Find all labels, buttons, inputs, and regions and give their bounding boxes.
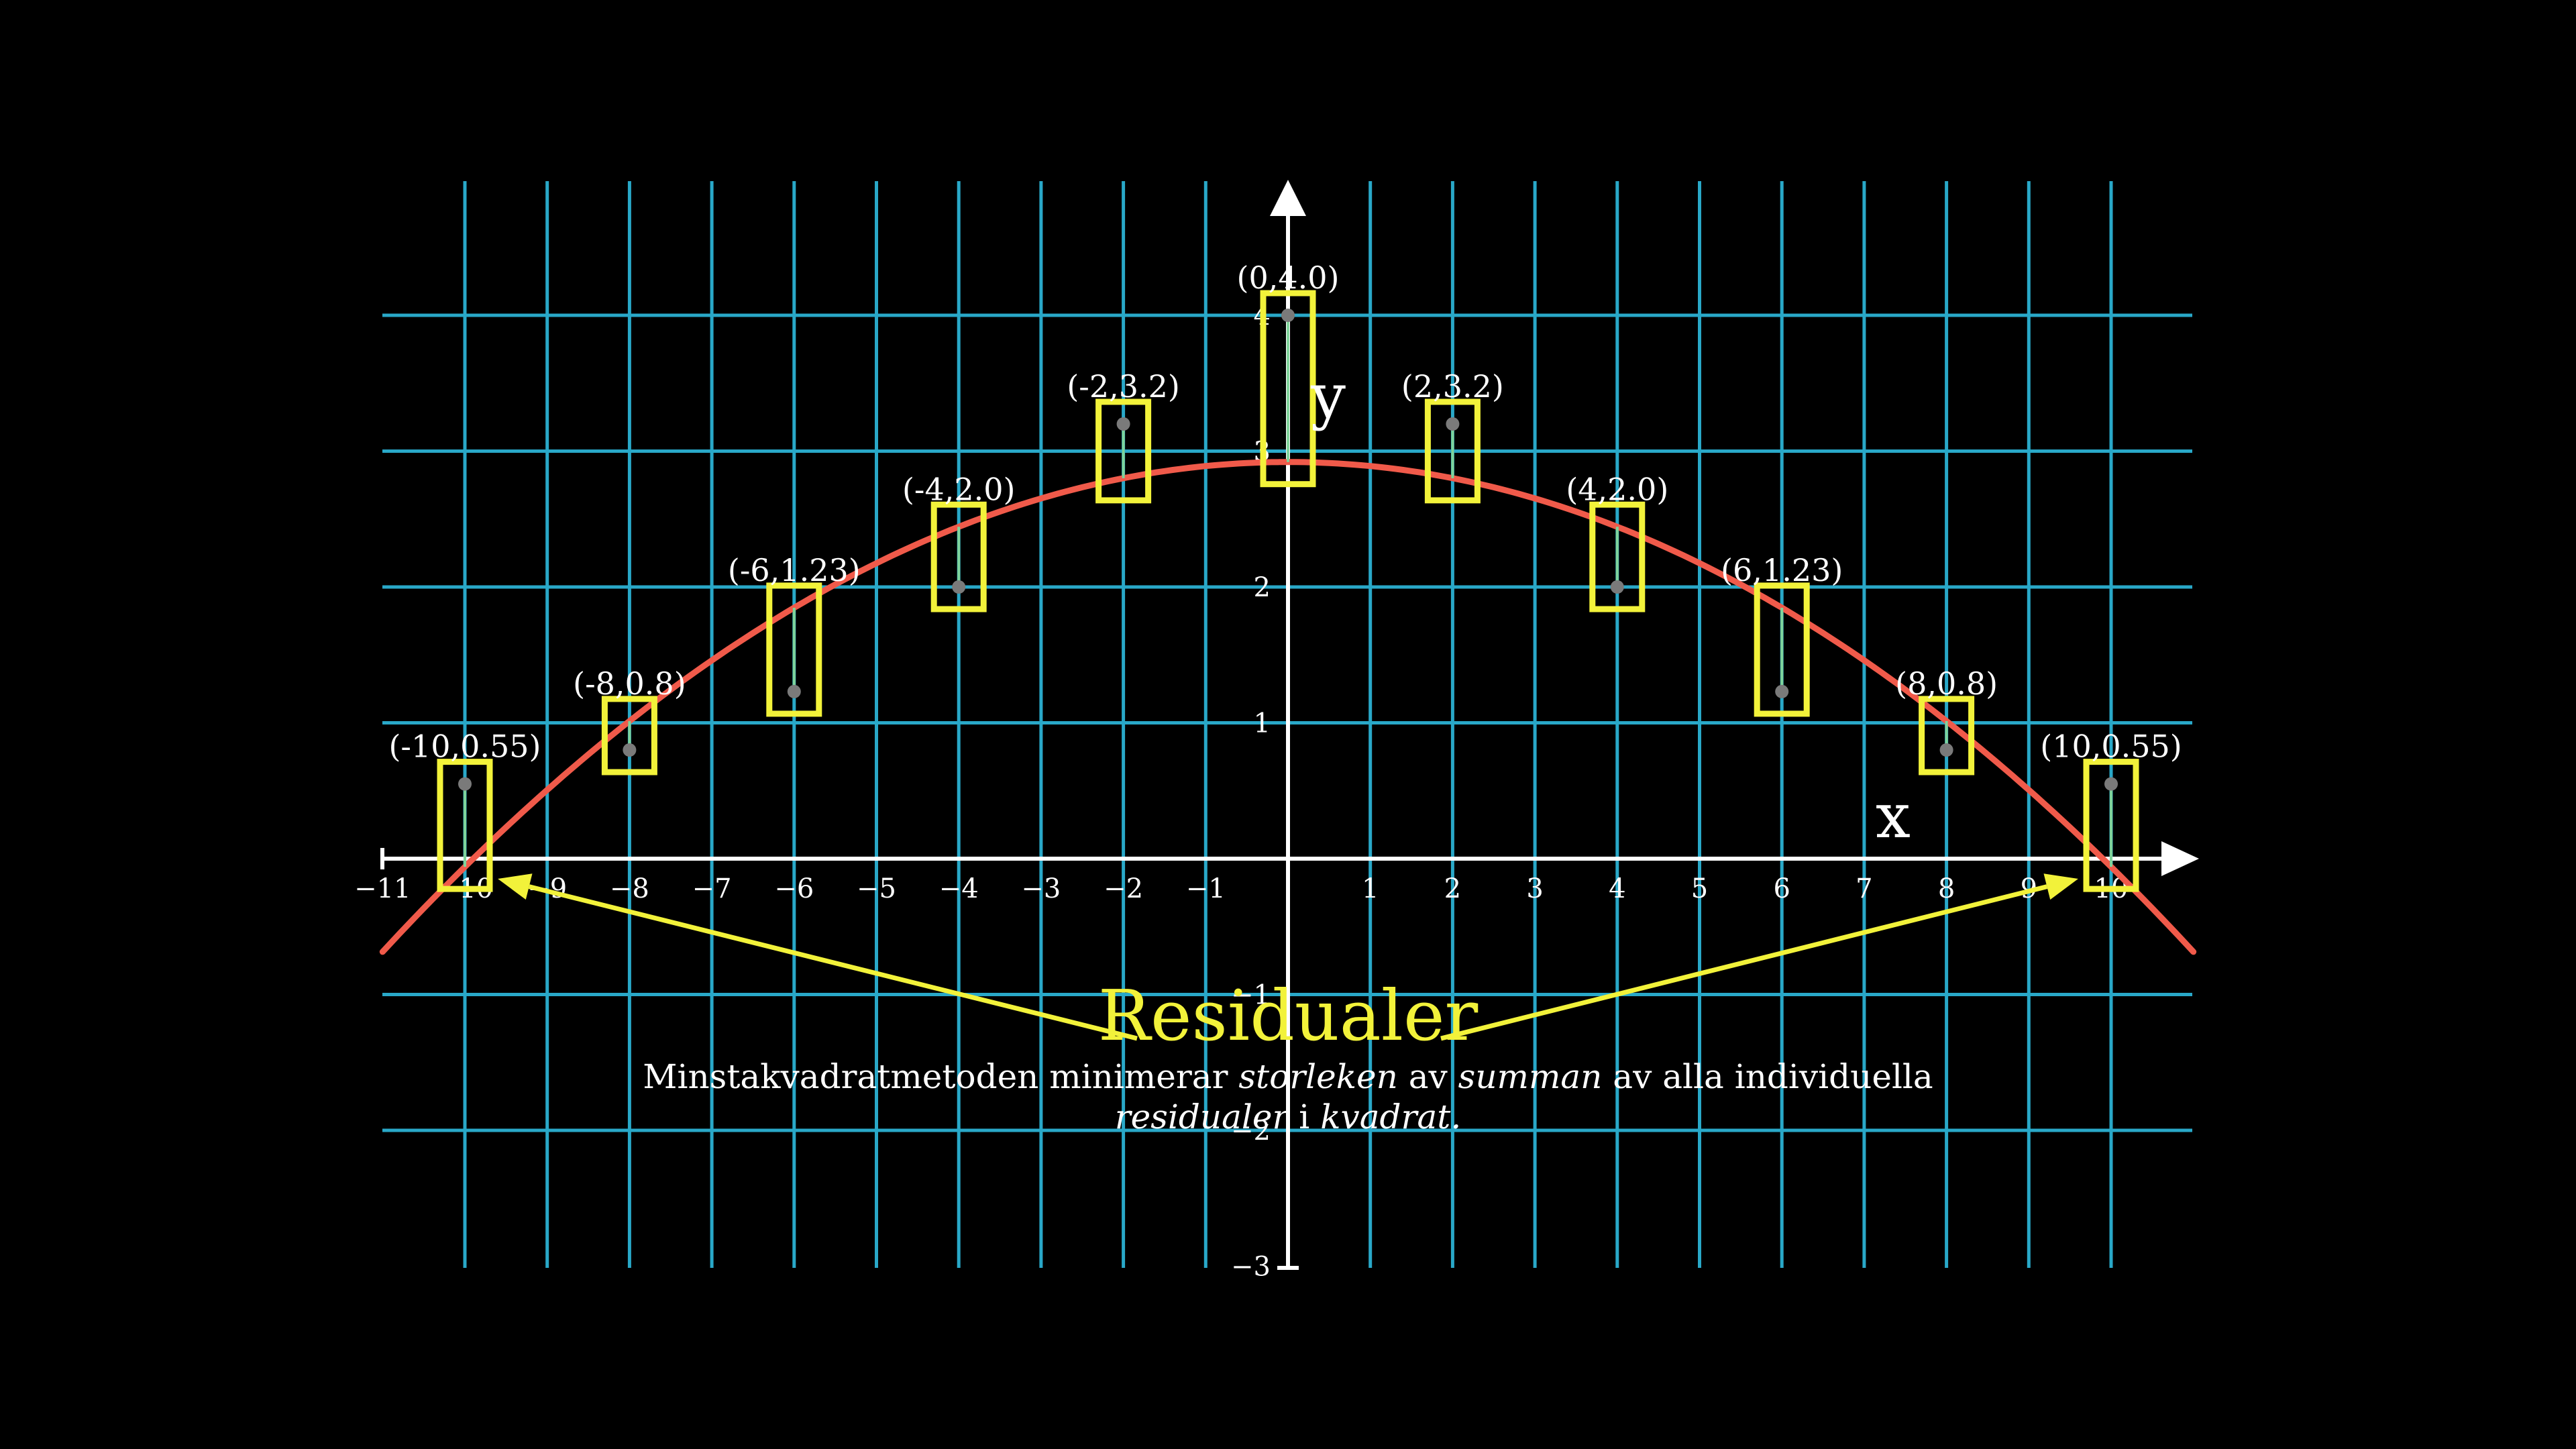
caption-emphasis: kvadrat. [1320, 1097, 1461, 1136]
residual-box [1589, 501, 1646, 612]
x-tick-label: −7 [692, 873, 732, 904]
annotation-caption: Minstakvadratmetoden minimerar storleken… [643, 1057, 1933, 1136]
data-point [1281, 309, 1295, 322]
residual-box [1919, 696, 1975, 775]
residual-box [1424, 398, 1481, 504]
point-label: (-2,3.2) [1067, 368, 1179, 405]
point-label: (2,3.2) [1401, 368, 1504, 405]
x-tick-label: −1 [1186, 873, 1226, 904]
caption-emphasis: storleken [1238, 1057, 1397, 1096]
residual-box [1260, 290, 1316, 488]
point-label: (10,0.55) [2040, 729, 2182, 765]
x-tick-label: 2 [1444, 873, 1461, 904]
x-tick-label: −11 [354, 873, 411, 904]
caption-text-run: av [1398, 1057, 1458, 1096]
point-label: (6,1.23) [1721, 552, 1843, 588]
x-tick-label: −8 [610, 873, 649, 904]
annotation-arrowhead [498, 873, 533, 900]
y-axis-label: y [1310, 360, 1346, 432]
point-label: (-6,1.23) [728, 552, 861, 588]
data-point [1775, 684, 1789, 698]
data-point [1610, 580, 1624, 594]
data-points-layer: (-10,0.55) (-8,0.8) (-6,1.23) (-4,2.0) (-2,3… [388, 260, 2182, 892]
tick-labels: −11−10−9−8−7−6−5−4−3−2−112345678910−3−2−… [354, 301, 2128, 1283]
y-tick-label: 1 [1254, 708, 1271, 739]
caption-emphasis: residualer [1115, 1097, 1291, 1136]
annotation-arrow-line [1440, 884, 2048, 1041]
x-axis-arrow [2161, 841, 2199, 876]
y-axis-arrow [1270, 180, 1306, 216]
residual-box [601, 696, 657, 775]
x-tick-label: −4 [939, 873, 979, 904]
y-tick-label: −2 [1231, 1116, 1271, 1146]
x-tick-label: −5 [857, 873, 896, 904]
x-tick-label: 6 [1773, 873, 1790, 904]
y-tick-label: −3 [1231, 1252, 1271, 1283]
residual-box [437, 759, 493, 892]
caption-text-run: Minstakvadratmetoden minimerar [643, 1057, 1238, 1096]
point-label: (8,0.8) [1895, 665, 1998, 702]
x-tick-label: 8 [1938, 873, 1955, 904]
data-point [1116, 417, 1130, 431]
caption-text-run: i [1288, 1097, 1320, 1136]
data-point [952, 580, 966, 594]
point-label: (-4,2.0) [902, 471, 1015, 507]
x-tick-label: 5 [1691, 873, 1708, 904]
data-point [1446, 417, 1460, 431]
annotation-title: Residualer [1098, 975, 1479, 1057]
x-axis-label: x [1876, 780, 1911, 852]
point-label: (-8,0.8) [573, 665, 686, 702]
x-tick-label: 4 [1609, 873, 1625, 904]
annotation-arrowhead [2043, 873, 2078, 900]
x-tick-label: −2 [1104, 873, 1143, 904]
y-tick-label: 2 [1254, 572, 1271, 603]
data-point [2104, 777, 2118, 791]
data-point [1939, 743, 1953, 757]
residual-annotation: Residualer Minstakvadratmetoden minimera… [498, 873, 2078, 1136]
point-label: (0,4.0) [1237, 260, 1340, 296]
data-point [623, 743, 637, 757]
point-label: (-10,0.55) [388, 729, 541, 765]
y-tick-label: −1 [1231, 980, 1271, 1011]
data-point [787, 684, 801, 698]
caption-emphasis: summan [1458, 1057, 1603, 1096]
x-tick-label: 3 [1526, 873, 1543, 904]
data-point [458, 777, 472, 791]
residual-box [766, 582, 822, 717]
caption-text-run: av alla individuella [1602, 1057, 1933, 1096]
residual-box [1754, 582, 1810, 717]
residual-box [930, 501, 987, 612]
residual-box [1095, 398, 1152, 504]
x-tick-label: 7 [1856, 873, 1872, 904]
x-tick-label: −3 [1021, 873, 1061, 904]
residual-box [2083, 759, 2139, 892]
x-tick-label: 1 [1362, 873, 1379, 904]
point-label: (4,2.0) [1566, 471, 1668, 507]
annotation-arrow-line [528, 884, 1138, 1041]
x-tick-label: −6 [774, 873, 814, 904]
